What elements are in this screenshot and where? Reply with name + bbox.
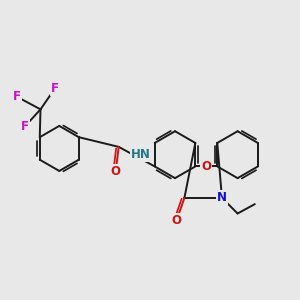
- Text: O: O: [172, 214, 182, 227]
- Text: F: F: [21, 120, 29, 133]
- Text: O: O: [201, 160, 211, 173]
- Text: F: F: [51, 82, 58, 95]
- Text: N: N: [217, 191, 227, 204]
- Text: HN: HN: [131, 148, 151, 161]
- Text: F: F: [13, 90, 21, 103]
- Text: O: O: [111, 165, 121, 178]
